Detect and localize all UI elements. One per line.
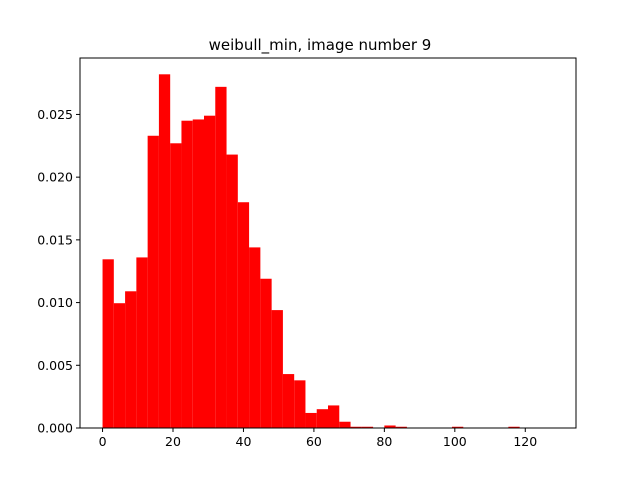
- x-tick-label: 120: [513, 434, 537, 449]
- plot-frame: [79, 57, 577, 429]
- histogram-bar: [361, 426, 374, 428]
- histogram-bar: [260, 278, 272, 428]
- histogram-bar: [508, 426, 520, 428]
- y-tick-label: 0.010: [37, 295, 73, 310]
- y-axis: 0.000 0.005 0.010 0.015 0.020 0.025: [37, 107, 80, 436]
- histogram-bar: [125, 291, 137, 428]
- y-tick-label: 0.000: [37, 421, 73, 436]
- y-tick-label: 0.005: [37, 358, 73, 373]
- histogram-bar: [170, 143, 182, 428]
- histogram-bar: [328, 405, 340, 428]
- histogram-bar: [395, 426, 407, 428]
- x-tick-label: 20: [165, 434, 181, 449]
- histogram-bar: [158, 74, 171, 428]
- histogram-bar: [237, 202, 250, 428]
- histogram-bar: [102, 259, 114, 428]
- y-tick-label: 0.025: [37, 107, 73, 122]
- x-tick-label: 80: [376, 434, 392, 449]
- y-tick-label: 0.020: [37, 170, 73, 185]
- histogram-bar: [271, 310, 283, 428]
- x-tick-label: 60: [306, 434, 322, 449]
- histogram-bar: [249, 247, 261, 428]
- histogram-bar: [316, 409, 328, 428]
- histogram-bar: [339, 421, 351, 428]
- histogram-bar: [181, 120, 193, 429]
- histogram-bar: [305, 412, 317, 428]
- histogram-bar: [350, 426, 362, 428]
- bars-group: [102, 74, 520, 429]
- histogram-bar: [147, 135, 159, 429]
- histogram-bar: [136, 257, 148, 428]
- x-axis: 0 20 40 60 80 100 120: [99, 428, 537, 449]
- histogram-bar: [192, 119, 204, 428]
- chart-title: weibull_min, image number 9: [209, 36, 432, 55]
- y-tick-label: 0.015: [37, 232, 73, 247]
- histogram-bar: [384, 425, 396, 428]
- x-tick-label: 100: [443, 434, 467, 449]
- histogram-bar: [294, 380, 306, 428]
- x-tick-label: 40: [236, 434, 252, 449]
- histogram-bar: [282, 374, 295, 428]
- histogram-bar: [452, 426, 464, 428]
- histogram-bar: [204, 115, 216, 428]
- histogram-bar: [113, 303, 126, 428]
- histogram-bar: [226, 154, 238, 428]
- x-tick-label: 0: [99, 434, 107, 449]
- histogram-bar: [215, 86, 227, 428]
